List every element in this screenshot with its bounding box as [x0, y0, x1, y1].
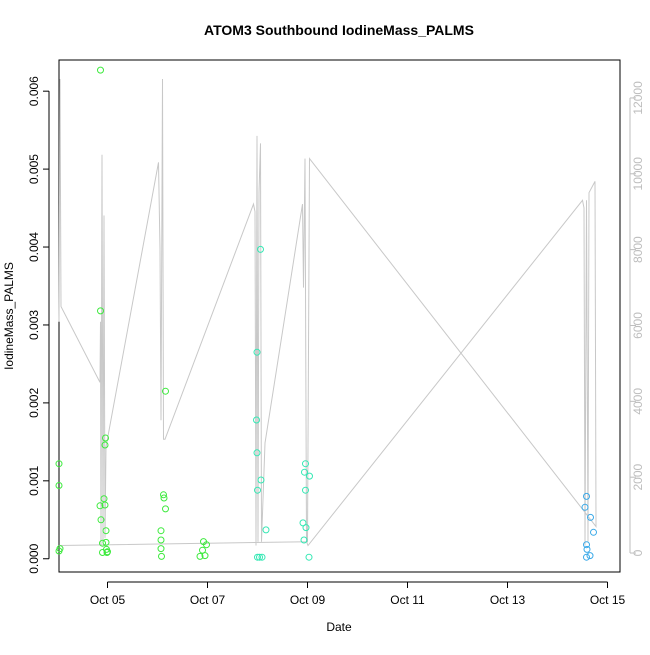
- data-point: [157, 527, 165, 535]
- data-point: [302, 524, 310, 532]
- data-point: [301, 468, 308, 476]
- data-point: [253, 416, 260, 424]
- data-point: [97, 516, 105, 524]
- data-point: [96, 502, 104, 510]
- data-point: [101, 501, 109, 509]
- data-point: [102, 538, 110, 546]
- data-point: [581, 503, 589, 511]
- y2-tick-label: 8000: [631, 236, 645, 263]
- data-point: [586, 552, 594, 560]
- data-point: [102, 527, 110, 535]
- y2-tick-label: 2000: [631, 464, 645, 491]
- x-tick-label: Oct 11: [390, 593, 425, 607]
- chart-title: ATOM3 Southbound IodineMass_PALMS: [204, 22, 474, 38]
- data-point: [157, 545, 165, 553]
- data-point: [257, 245, 264, 253]
- data-point: [201, 552, 209, 560]
- x-tick-label: Oct 09: [290, 593, 326, 607]
- data-point: [587, 513, 594, 521]
- x-tick-label: Oct 13: [490, 593, 526, 607]
- y2-tick-label: 10000: [631, 157, 645, 191]
- altitude-line-layer: [58, 78, 597, 547]
- y-axis-right: 0 2000 4000 6000 8000 10000 12000: [629, 81, 645, 556]
- data-point: [258, 553, 266, 561]
- y-tick-label: 0.000: [27, 543, 41, 573]
- x-tick-label: Oct 15: [590, 593, 626, 607]
- data-point: [102, 434, 109, 442]
- y2-tick-label: 0: [631, 549, 645, 556]
- data-point: [305, 553, 313, 561]
- data-point: [160, 491, 167, 499]
- y-tick-label: 0.002: [27, 388, 41, 418]
- data-point: [256, 553, 263, 561]
- data-point: [100, 495, 108, 503]
- data-point: [254, 553, 261, 561]
- data-point: [196, 552, 204, 560]
- data-point: [583, 545, 591, 553]
- y2-tick-label: 6000: [631, 312, 645, 339]
- data-point: [101, 441, 109, 449]
- data-point: [253, 449, 261, 457]
- data-point: [306, 472, 313, 480]
- y2-tick-label: 4000: [631, 388, 645, 415]
- y-axis-left: 0.000 0.001 0.002 0.003 0.004 0.005 0.006: [27, 76, 50, 574]
- data-point: [99, 539, 106, 547]
- y-tick-label: 0.003: [27, 310, 41, 340]
- data-point: [55, 482, 63, 489]
- data-point: [56, 545, 64, 553]
- x-tick-label: Oct 05: [90, 593, 126, 607]
- data-point: [162, 505, 169, 513]
- y2-tick-label: 12000: [631, 81, 645, 115]
- plot-frame: [58, 59, 621, 573]
- data-point: [160, 494, 168, 502]
- data-point: [583, 492, 590, 500]
- data-point: [257, 476, 265, 484]
- data-point: [55, 460, 63, 468]
- y-tick-label: 0.001: [27, 465, 41, 495]
- data-point: [97, 66, 104, 74]
- data-point: [253, 348, 261, 356]
- data-point: [583, 553, 590, 561]
- y-axis-label: IodineMass_PALMS: [2, 262, 16, 370]
- data-point: [262, 526, 270, 534]
- y-tick-label: 0.006: [27, 76, 41, 106]
- x-tick-label: Oct 07: [190, 593, 226, 607]
- data-point: [583, 541, 590, 549]
- data-point: [590, 528, 597, 536]
- data-point: [302, 486, 309, 494]
- data-point: [162, 387, 169, 395]
- data-point: [97, 307, 104, 315]
- data-point: [302, 460, 309, 468]
- data-point: [300, 536, 308, 544]
- data-point: [103, 549, 111, 556]
- data-points-layer: [55, 66, 597, 561]
- altitude-line: [58, 78, 597, 547]
- y-tick-label: 0.004: [27, 232, 41, 262]
- x-axis-label: Date: [326, 620, 352, 634]
- x-axis: Oct 05 Oct 07 Oct 09 Oct 11 Oct 13 Oct 15: [90, 581, 626, 607]
- y-tick-label: 0.005: [27, 154, 41, 184]
- data-point: [158, 552, 165, 560]
- data-point: [254, 486, 261, 494]
- data-point: [157, 536, 165, 544]
- data-point: [203, 541, 210, 549]
